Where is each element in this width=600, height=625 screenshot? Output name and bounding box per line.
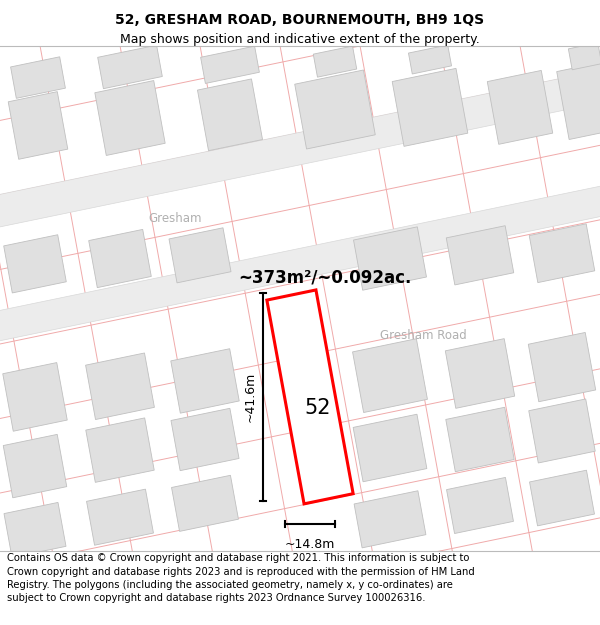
Polygon shape xyxy=(446,226,514,285)
Polygon shape xyxy=(171,408,239,471)
Text: Contains OS data © Crown copyright and database right 2021. This information is : Contains OS data © Crown copyright and d… xyxy=(7,554,475,603)
Text: Gresham: Gresham xyxy=(148,212,202,224)
Polygon shape xyxy=(530,470,595,526)
Polygon shape xyxy=(409,45,452,74)
Polygon shape xyxy=(529,224,595,282)
Polygon shape xyxy=(487,71,553,144)
Polygon shape xyxy=(528,332,596,402)
Polygon shape xyxy=(86,489,154,545)
Polygon shape xyxy=(353,227,427,290)
Polygon shape xyxy=(295,70,375,149)
Polygon shape xyxy=(172,475,238,531)
Polygon shape xyxy=(445,339,515,408)
Polygon shape xyxy=(3,362,67,431)
Polygon shape xyxy=(3,434,67,498)
Polygon shape xyxy=(11,57,65,98)
Polygon shape xyxy=(200,46,259,83)
Text: Map shows position and indicative extent of the property.: Map shows position and indicative extent… xyxy=(120,33,480,46)
Polygon shape xyxy=(0,176,600,351)
Polygon shape xyxy=(197,79,263,151)
Polygon shape xyxy=(171,349,239,413)
Polygon shape xyxy=(446,478,514,534)
Polygon shape xyxy=(568,42,600,70)
Polygon shape xyxy=(169,228,231,283)
Polygon shape xyxy=(353,339,427,412)
Polygon shape xyxy=(353,414,427,482)
Polygon shape xyxy=(8,92,68,159)
Polygon shape xyxy=(98,45,163,89)
Polygon shape xyxy=(89,229,151,288)
Polygon shape xyxy=(313,46,357,77)
Polygon shape xyxy=(354,491,426,548)
Polygon shape xyxy=(267,290,353,504)
Polygon shape xyxy=(392,68,468,146)
Polygon shape xyxy=(446,408,514,472)
Text: Gresham Road: Gresham Road xyxy=(380,329,467,342)
Polygon shape xyxy=(0,61,600,237)
Text: ~41.6m: ~41.6m xyxy=(244,372,257,422)
Polygon shape xyxy=(4,503,66,558)
Text: ~14.8m: ~14.8m xyxy=(285,538,335,551)
Polygon shape xyxy=(95,81,165,156)
Text: 52, GRESHAM ROAD, BOURNEMOUTH, BH9 1QS: 52, GRESHAM ROAD, BOURNEMOUTH, BH9 1QS xyxy=(115,12,485,27)
Polygon shape xyxy=(86,418,154,482)
Text: ~373m²/~0.092ac.: ~373m²/~0.092ac. xyxy=(238,269,412,287)
Polygon shape xyxy=(86,353,154,419)
Text: 52: 52 xyxy=(305,398,331,418)
Polygon shape xyxy=(529,399,595,463)
Polygon shape xyxy=(4,235,66,293)
Polygon shape xyxy=(557,62,600,139)
